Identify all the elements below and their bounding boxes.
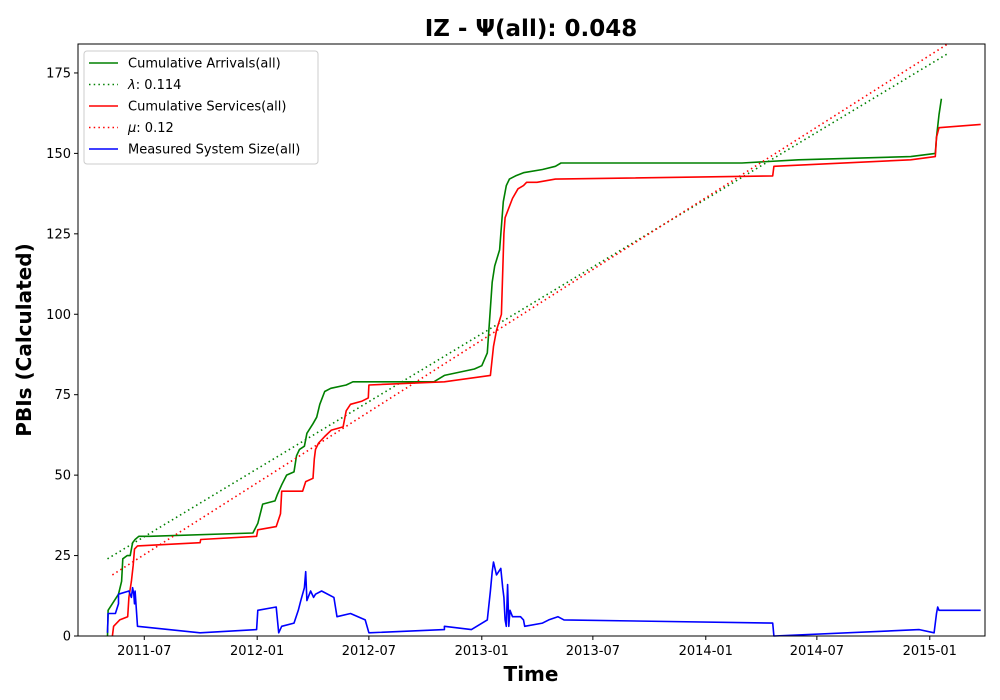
x-axis: 2011-07 2012-01 2012-07 2013-01 2013-07 2014-… bbox=[117, 636, 957, 659]
y-axis-label: PBIs (Calculated) bbox=[12, 243, 36, 436]
legend-label: μ: 0.12 bbox=[127, 121, 174, 136]
plot-area bbox=[106, 43, 981, 637]
x-tick-label: 2012-07 bbox=[342, 644, 396, 659]
y-tick-label: 0 bbox=[63, 630, 71, 645]
legend-label: Measured System Size(all) bbox=[128, 143, 300, 158]
y-axis: 0 25 50 75 100 125 150 175 bbox=[46, 66, 78, 645]
y-tick-label: 75 bbox=[54, 388, 71, 403]
y-tick-label: 100 bbox=[46, 308, 71, 323]
x-tick-label: 2013-01 bbox=[455, 644, 509, 659]
y-tick-label: 50 bbox=[54, 469, 71, 484]
axes-frame bbox=[77, 43, 986, 637]
legend-label: Cumulative Services(all) bbox=[128, 100, 286, 115]
series-line-4 bbox=[106, 561, 981, 637]
legend-box bbox=[83, 50, 319, 165]
y-tick-label: 175 bbox=[46, 66, 71, 81]
series-line-3 bbox=[111, 43, 949, 576]
x-tick-label: 2012-01 bbox=[230, 644, 284, 659]
legend-label: λ: 0.114 bbox=[127, 78, 181, 93]
y-tick-label: 125 bbox=[46, 227, 71, 242]
series-line-1 bbox=[107, 53, 949, 560]
legend: Cumulative Arrivals(all) λ: 0.114 Cumulati… bbox=[83, 50, 319, 165]
x-tick-label: 2013-07 bbox=[566, 644, 620, 659]
x-tick-label: 2011-07 bbox=[117, 644, 171, 659]
y-tick-label: 25 bbox=[54, 549, 71, 564]
chart-title: IZ - Ψ(all): 0.048 bbox=[425, 16, 638, 42]
x-tick-label: 2014-07 bbox=[790, 644, 844, 659]
legend-label: Cumulative Arrivals(all) bbox=[128, 57, 281, 72]
series-line-2 bbox=[111, 123, 981, 637]
series-line-0 bbox=[106, 98, 943, 637]
y-tick-label: 150 bbox=[46, 147, 71, 162]
x-axis-label: Time bbox=[504, 662, 559, 686]
x-tick-label: 2014-01 bbox=[679, 644, 733, 659]
x-tick-label: 2015-01 bbox=[903, 644, 957, 659]
